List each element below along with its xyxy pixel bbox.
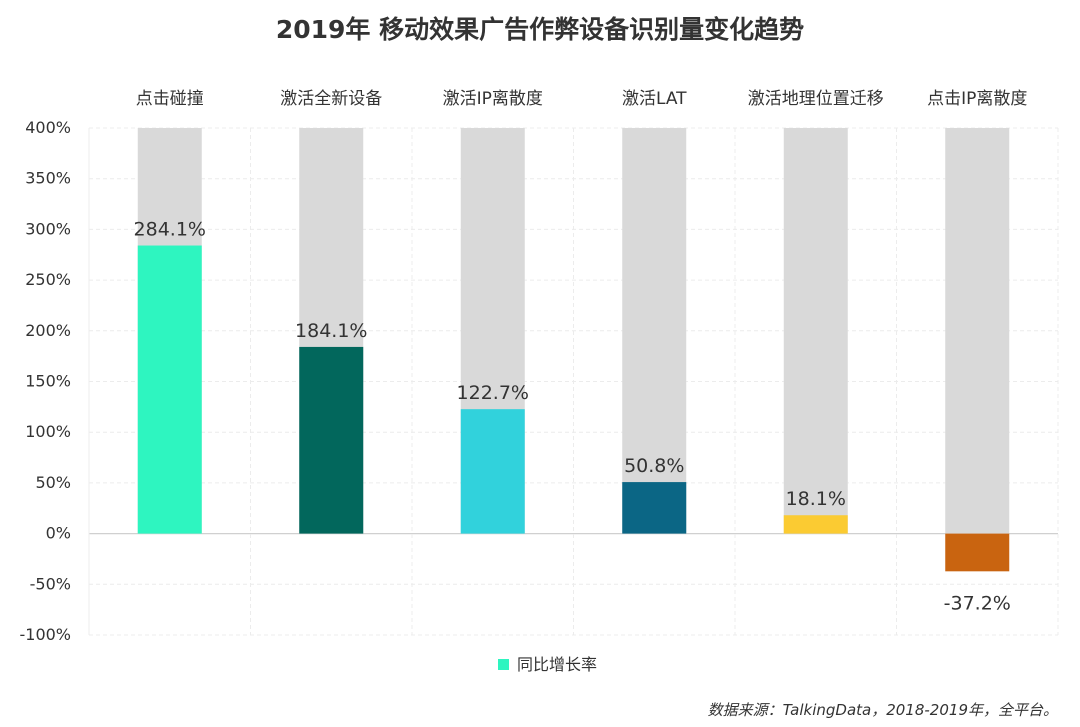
data-label: 18.1% (786, 488, 846, 510)
source-note: 数据来源：TalkingData，2018-2019年，全平台。 (708, 701, 1058, 719)
y-tick-label: 250% (25, 270, 71, 289)
category-labels: 点击碰撞 激活全新设备 激活IP离散度 激活LAT 激活地理位置迁移 点击IP离散度 (136, 89, 1028, 109)
data-label: -37.2% (944, 592, 1011, 614)
data-bar (945, 533, 1010, 572)
y-tick-label: 350% (25, 169, 71, 188)
background-bar (622, 128, 687, 534)
data-bar (460, 409, 525, 534)
legend-label: 同比增长率 (517, 655, 597, 674)
y-tick-label: 50% (35, 473, 71, 492)
y-axis-ticks: 400% 350% 300% 250% 200% 150% 100% 50% 0% -50% -10… (19, 118, 71, 644)
data-bar (622, 482, 687, 534)
y-tick-label: 100% (25, 422, 71, 441)
legend-swatch (498, 659, 509, 670)
background-bar (783, 128, 848, 534)
y-tick-label: 0% (46, 524, 71, 543)
legend: 同比增长率 (498, 655, 597, 674)
y-tick-label: -100% (19, 625, 71, 644)
category-label: 激活全新设备 (280, 89, 382, 109)
y-tick-label: -50% (30, 574, 71, 593)
category-label: 点击IP离散度 (927, 89, 1027, 109)
bars (137, 245, 1010, 572)
category-label: 点击碰撞 (136, 89, 204, 109)
data-bar (299, 346, 364, 534)
chart-title: 2019年 移动效果广告作弊设备识别量变化趋势 (276, 15, 804, 44)
value-labels: 284.1% 184.1% 122.7% 50.8% 18.1% -37.2% (134, 219, 1011, 615)
background-bar (945, 128, 1010, 534)
y-tick-label: 200% (25, 321, 71, 340)
category-label: 激活LAT (622, 89, 687, 109)
data-label: 284.1% (134, 219, 206, 241)
data-label: 184.1% (295, 320, 367, 342)
data-bar (137, 245, 202, 534)
y-tick-label: 150% (25, 372, 71, 391)
y-tick-label: 300% (25, 219, 71, 238)
category-label: 激活地理位置迁移 (748, 89, 884, 109)
category-label: 激活IP离散度 (443, 89, 543, 109)
grid-layer (88, 127, 1059, 636)
data-bar (783, 515, 848, 534)
data-label: 50.8% (624, 455, 684, 477)
y-tick-label: 400% (25, 118, 71, 137)
data-label: 122.7% (457, 382, 529, 404)
